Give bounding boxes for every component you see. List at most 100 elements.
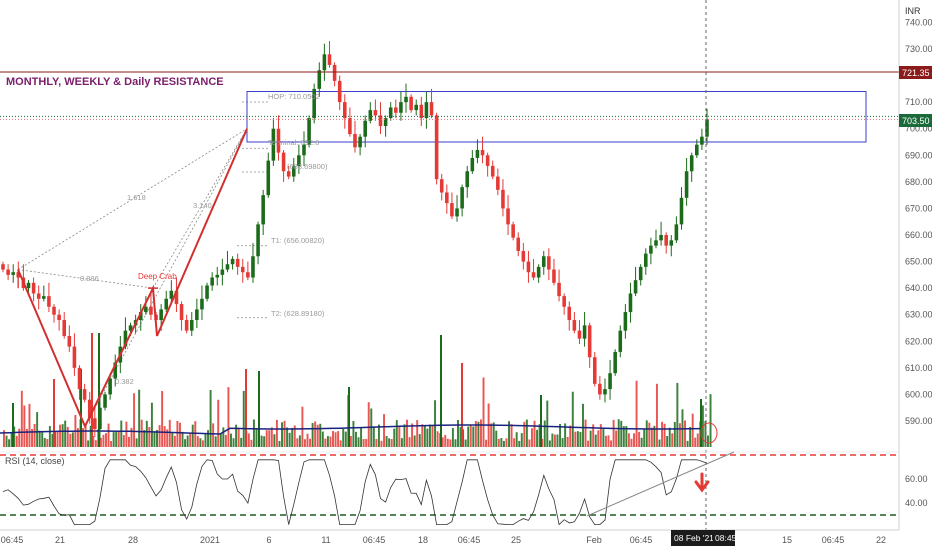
candle-body (271, 128, 276, 161)
volume-bar (694, 437, 697, 447)
volume-bar (691, 413, 694, 447)
volume-bar (176, 421, 179, 447)
volume-bar (689, 427, 692, 447)
volume-bar (406, 419, 408, 447)
volume-bar (523, 421, 526, 447)
volume-bar (105, 433, 107, 447)
volume-bar (158, 425, 161, 447)
volume-bar (319, 423, 322, 447)
candles-layer (1, 41, 709, 440)
harmonic-fib-layer (17, 101, 268, 427)
volume-bar (597, 430, 600, 447)
volume-bar (51, 433, 54, 447)
resistance-box (246, 91, 867, 143)
volume-bar (89, 425, 92, 447)
candle-body (343, 102, 347, 119)
candle-body (47, 296, 51, 307)
price-lines-layer (0, 0, 899, 530)
volume-bar (462, 429, 465, 447)
volume-bar (587, 440, 590, 447)
volume-bar (3, 430, 5, 447)
crosshair-date-text: 08 Feb '21 (674, 533, 714, 543)
candle-body (659, 235, 663, 241)
candle-body (169, 290, 174, 299)
candle-body (348, 118, 352, 135)
volume-bar (329, 436, 332, 447)
volume-bar (87, 440, 90, 447)
time-tick-label: 06:45 (1, 535, 24, 545)
volume-bar (536, 429, 539, 447)
volume-bar (33, 423, 36, 447)
volume-bar (334, 432, 337, 447)
volume-bar (355, 431, 357, 447)
volume-bar (533, 420, 536, 447)
rsi-layer: 60.00 40.00 (0, 451, 928, 526)
candle-body (679, 197, 684, 225)
price-tick-label: 650.00 (905, 257, 932, 267)
volume-bar (472, 426, 475, 447)
candle-body (322, 54, 327, 71)
volume-bar (342, 428, 345, 447)
candle-body (572, 320, 577, 331)
volume-bar (426, 428, 429, 447)
volume-bar (332, 431, 334, 447)
volume-bar (48, 426, 51, 447)
candle-body (261, 195, 265, 225)
volume-bar (416, 420, 419, 447)
volume-bar (459, 427, 462, 447)
down-arrow-icon (694, 472, 710, 493)
volume-bar (620, 420, 623, 447)
candle-body (123, 330, 128, 347)
volume-bar (306, 433, 309, 447)
price-tick-label: 660.00 (905, 230, 932, 240)
ratio-0382: 0.382 (115, 377, 134, 386)
volume-bar (204, 433, 207, 447)
candle-body (6, 269, 10, 275)
volume-bar (337, 431, 340, 447)
volume-bar (13, 426, 16, 447)
volume-bar (541, 438, 544, 447)
crosshair-date-tag (671, 530, 713, 546)
candle-body (521, 250, 526, 262)
resistance-box-layer (246, 91, 867, 143)
level-t1: T1: (656.00820) (271, 236, 325, 245)
candle-body (577, 330, 582, 339)
volume-bar (28, 403, 31, 447)
candle-body (414, 104, 419, 111)
candle-body (128, 325, 133, 331)
volume-bar (365, 439, 368, 447)
candle-body (184, 320, 189, 331)
volume-bar (630, 438, 633, 447)
volume-bar (446, 438, 449, 447)
candle-body (317, 70, 322, 89)
volume-bar (166, 429, 169, 447)
volume-bar (490, 423, 493, 447)
volume-bar (375, 438, 378, 447)
volume-bar (633, 433, 635, 447)
candle-body (399, 102, 403, 113)
volume-bar (500, 438, 503, 447)
candle-body (582, 325, 587, 339)
price-tick-label: 610.00 (905, 363, 932, 373)
volume-bar (421, 424, 424, 447)
volume-bar (194, 421, 197, 447)
volume-bar (145, 420, 148, 447)
candle-body (327, 54, 332, 65)
volume-bar (377, 424, 380, 447)
volume-bar (543, 420, 546, 447)
candle-body (669, 240, 674, 246)
candle-body (87, 399, 92, 419)
candle-body (598, 383, 602, 395)
volume-bar (367, 402, 370, 447)
candle-body (429, 102, 434, 116)
volume-bar (191, 424, 194, 447)
volume-bar (663, 423, 666, 447)
volume-bar (273, 434, 276, 447)
candle-body (36, 293, 41, 299)
volume-bar (678, 423, 681, 447)
volume-bar (423, 425, 426, 447)
volume-bar (676, 382, 679, 447)
volume-bar (510, 424, 513, 447)
candle-body (378, 115, 383, 127)
